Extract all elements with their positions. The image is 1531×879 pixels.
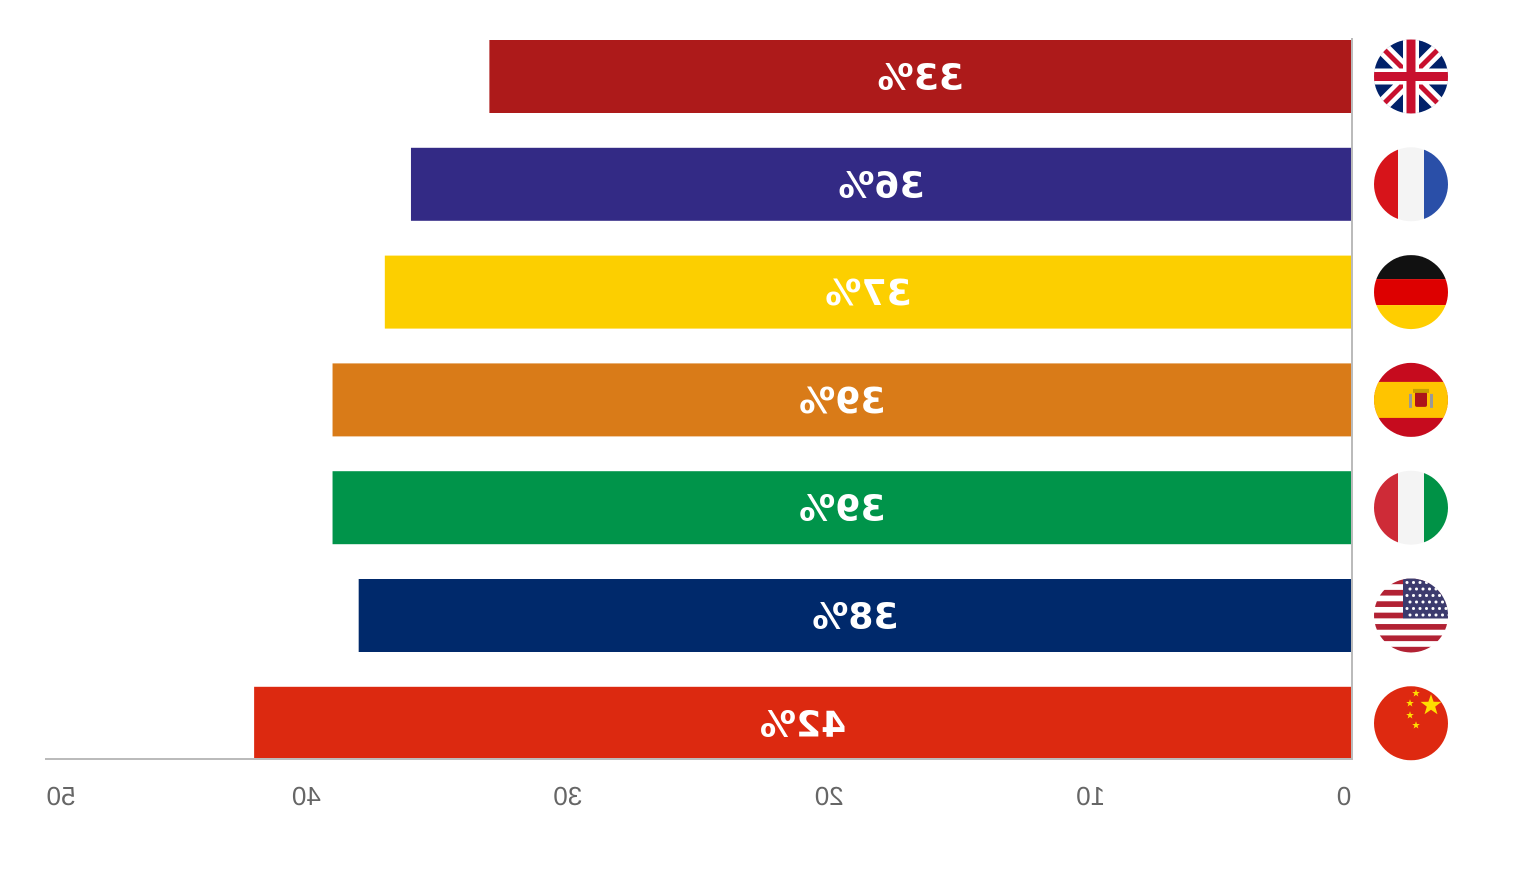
bar-value-label: 42%	[760, 704, 846, 745]
x-tick-label: 20	[815, 781, 844, 811]
x-tick-label: 50	[47, 781, 76, 811]
china-flag-icon	[1374, 686, 1448, 761]
uk-flag-icon	[1374, 39, 1448, 114]
x-tick-label: 0	[1337, 781, 1351, 811]
bars-group: 33% 36% 37% 39% 39% 38% 42%	[254, 40, 1353, 760]
germany-flag-icon	[1374, 255, 1448, 330]
x-tick-label: 10	[1076, 781, 1105, 811]
bar-france	[410, 147, 1353, 221]
bar-value-label: 33%	[878, 58, 964, 99]
bar-china	[254, 686, 1352, 760]
bar-value-label: 39%	[799, 489, 885, 530]
bar-uk	[489, 40, 1352, 113]
bar-value-label: 37%	[825, 273, 911, 314]
x-tick-label: 30	[553, 781, 582, 811]
bar-germany	[384, 255, 1352, 329]
bar-value-label: 36%	[838, 165, 924, 206]
spain-flag-icon	[1374, 362, 1448, 437]
x-tick-label: 40	[292, 781, 321, 811]
bar-value-label: 39%	[799, 381, 885, 422]
bar-spain	[332, 363, 1352, 437]
flags-group	[1374, 39, 1448, 761]
bar-value-label: 38%	[812, 597, 898, 638]
bar-usa	[358, 579, 1352, 652]
usa-flag-icon	[1374, 578, 1448, 653]
italy-flag-icon	[1374, 470, 1448, 545]
france-flag-icon	[1374, 147, 1448, 222]
bar-italy	[332, 471, 1352, 545]
x-axis-ticks: 0 10 20 30 40 50	[47, 781, 1352, 811]
